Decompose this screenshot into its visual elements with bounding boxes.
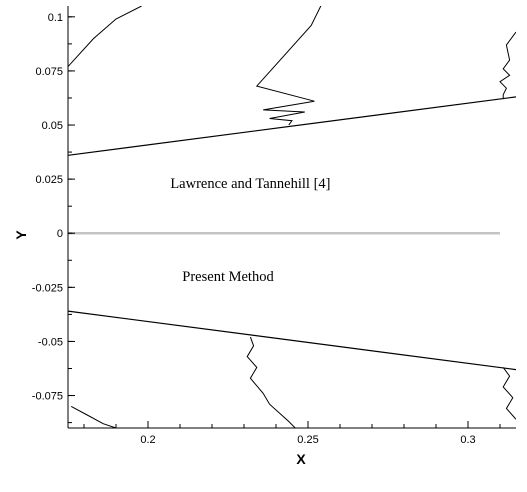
annotation-lawrence-tannehill: Lawrence and Tannehill [4] (170, 176, 330, 192)
lower-contour-series-9 (502, 367, 516, 420)
upper-shock-series-2 (68, 96, 516, 156)
axes: 0.1 0.075 0.05 0.025 0 -0.025 -0.05 -0.075 0.2 0.… (32, 6, 516, 446)
y-tick-label: -0.075 (32, 391, 63, 403)
lower-contour-series-7 (246, 336, 296, 428)
y-tick-label: -0.025 (32, 282, 63, 294)
x-tick-label: 0.25 (297, 434, 318, 446)
x-axis-title: X (296, 451, 306, 467)
upper-contour-series-4 (68, 6, 142, 67)
upper-contour-series-6 (499, 31, 516, 100)
annotation-present-method: Present Method (182, 269, 274, 285)
plot-area (68, 6, 516, 428)
lower-shock-series-3 (68, 310, 516, 371)
y-tick-label: 0.05 (42, 120, 63, 132)
annotations: Lawrence and Tannehill [4] Present Method (170, 176, 330, 285)
y-tick-label: -0.05 (38, 336, 63, 348)
y-tick-label: 0 (57, 228, 63, 240)
upper-contour-series-5 (255, 6, 322, 126)
x-tick-label: 0.2 (140, 434, 155, 446)
x-tick-label: 0.3 (460, 434, 475, 446)
y-tick-label: 0.075 (35, 66, 63, 78)
y-axis-title: Y (13, 230, 29, 240)
y-tick-label: 0.1 (48, 12, 63, 24)
y-tick-label: 0.025 (35, 174, 63, 186)
lower-contour-series-8 (70, 405, 117, 428)
